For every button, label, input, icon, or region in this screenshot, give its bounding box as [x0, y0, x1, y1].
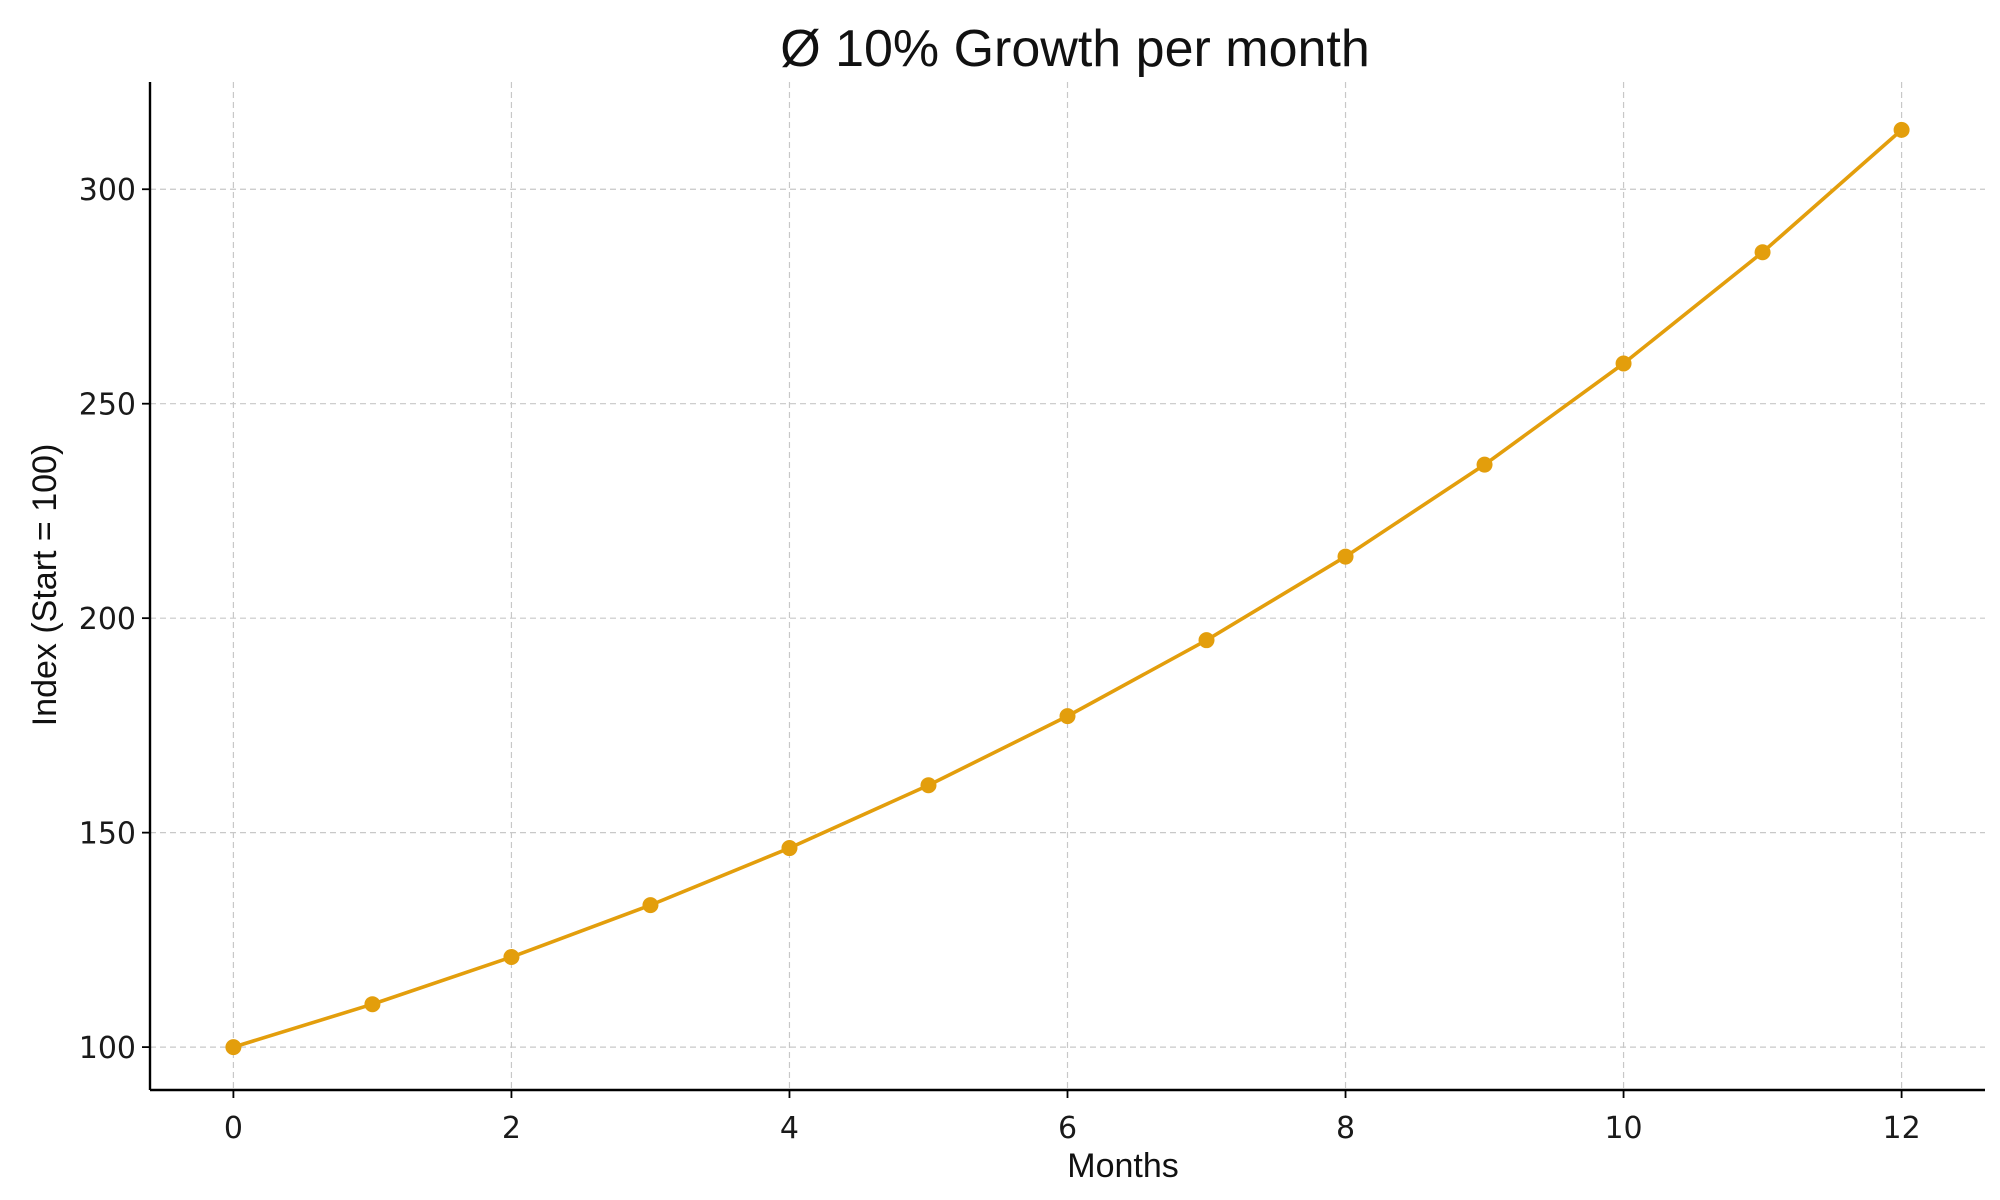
data-point: [781, 840, 798, 857]
x-tick-label: 4: [780, 1111, 799, 1146]
x-axis-ticks: 0 2 4 6 8 10 12: [224, 1090, 1921, 1146]
x-axis-label: Months: [1067, 1147, 1179, 1185]
data-point: [1337, 548, 1354, 565]
y-tick-label: 150: [79, 817, 136, 852]
data-point: [364, 996, 381, 1013]
x-tick-label: 6: [1058, 1111, 1077, 1146]
data-point: [642, 897, 659, 914]
data-point: [1476, 456, 1493, 473]
x-tick-label: 10: [1604, 1111, 1642, 1146]
data-point: [503, 949, 520, 966]
x-tick-label: 8: [1336, 1111, 1355, 1146]
y-tick-label: 200: [79, 602, 136, 637]
y-axis-ticks: 100 150 200 250 300: [79, 173, 150, 1066]
x-tick-label: 0: [224, 1111, 243, 1146]
series-layer: [225, 121, 1910, 1056]
y-axis-label: Index (Start = 100): [26, 444, 64, 727]
y-tick-label: 300: [79, 173, 136, 208]
data-point: [225, 1039, 242, 1056]
y-tick-label: 100: [79, 1031, 136, 1066]
data-point: [1893, 121, 1910, 138]
data-point: [1615, 355, 1632, 372]
data-point: [920, 777, 937, 794]
x-tick-label: 12: [1882, 1111, 1920, 1146]
chart-title: Ø 10% Growth per month: [780, 20, 1370, 78]
data-point: [1059, 708, 1076, 725]
grid-lines: [150, 82, 1985, 1090]
data-point: [1754, 244, 1771, 261]
x-tick-label: 2: [502, 1111, 521, 1146]
y-tick-label: 250: [79, 388, 136, 423]
data-point: [1198, 632, 1215, 649]
